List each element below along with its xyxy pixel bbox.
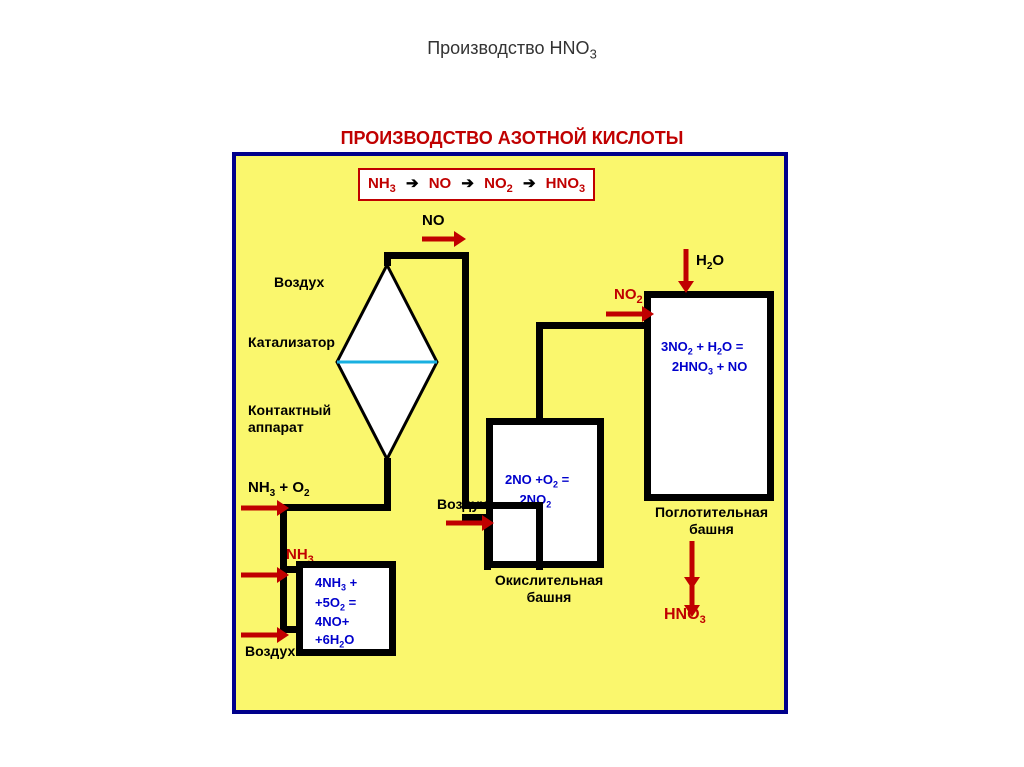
label-no2: NO2: [614, 286, 643, 306]
abs-l1: Поглотительная: [655, 504, 768, 520]
arrow-no2: [606, 306, 654, 327]
main-title: ПРОИЗВОДСТВО АЗОТНОЙ КИСЛОТЫ: [0, 128, 1024, 149]
pipe-1: [384, 458, 391, 506]
pipe-9: [536, 322, 543, 422]
preheater-box: 4NH3 ++5O2 =4NO++6H2O: [296, 561, 396, 656]
arrow-nh3: [241, 567, 289, 588]
abs-reaction: 3NO2 + H2O = 2HNO3 + NO: [661, 338, 747, 377]
pipe-8: [536, 502, 543, 570]
label-no: NO: [422, 212, 445, 229]
label-h2o: H2O: [696, 252, 724, 272]
arrow-air-mid: [446, 515, 494, 536]
contact-l2: аппарат: [248, 419, 304, 435]
pipe-6: [462, 252, 469, 509]
pipe-5: [384, 252, 469, 259]
pipe-7: [462, 502, 542, 509]
arrow-no: [422, 231, 466, 252]
abs-tower-box: 3NO2 + H2O = 2HNO3 + NO: [644, 291, 774, 501]
page-title: Производство HNO3: [0, 38, 1024, 62]
label-nh3-o2: NH3 + O2: [248, 479, 310, 499]
oxid-l2: башня: [527, 589, 572, 605]
label-air-top: Воздух: [274, 274, 324, 290]
preheater-reaction: 4NH3 ++5O2 =4NO++6H2O: [315, 574, 357, 651]
diagram-frame: NH3 ➔ NO ➔ NO2 ➔ HNO3 NO Воздух Катализа…: [232, 152, 788, 714]
pipe-2: [280, 504, 391, 511]
arrow-air-bottom: [241, 627, 289, 648]
contact-apparatus-shape: [332, 262, 442, 462]
oxid-tower-box: 2NO +O2 = 2NO2: [486, 418, 604, 568]
label-abs-tower: Поглотительная башня: [644, 504, 779, 538]
contact-l1: Контактный: [248, 402, 331, 418]
label-catalyst: Катализатор: [248, 334, 335, 350]
sequence-box: NH3 ➔ NO ➔ NO2 ➔ HNO3: [358, 168, 595, 201]
label-oxid-tower: Окислительная башня: [490, 572, 608, 606]
arrow-nh3o2: [241, 500, 289, 521]
label-contact-apparatus: Контактный аппарат: [248, 402, 331, 436]
arrow-h2o: [678, 249, 694, 298]
arrow-hno3-bottom: [684, 581, 700, 622]
abs-l2: башня: [689, 521, 734, 537]
oxid-l1: Окислительная: [495, 572, 603, 588]
